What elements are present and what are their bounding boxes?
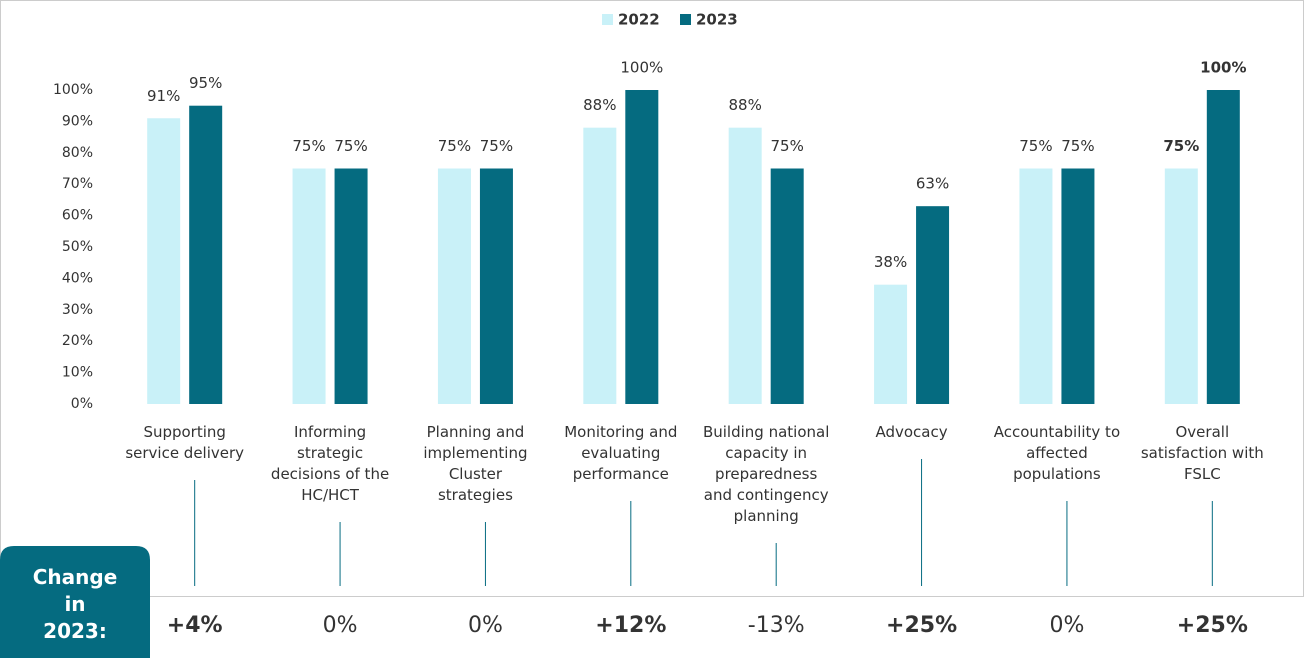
change-value: +4% <box>167 613 223 638</box>
text-line: populations <box>1013 465 1101 483</box>
y-tick-label: 0% <box>71 396 93 412</box>
bar <box>334 168 368 404</box>
change-value: 0% <box>323 613 358 638</box>
text-line: preparedness <box>715 465 817 483</box>
x-tick-label: Supporting service delivery <box>125 423 244 462</box>
bar <box>1164 168 1198 404</box>
change-value: +25% <box>1177 613 1248 638</box>
x-tick-label: Overall satisfaction with FSLC <box>1141 423 1264 483</box>
change-value: +25% <box>886 613 957 638</box>
text-line: satisfaction with <box>1141 444 1264 462</box>
y-tick-label: 90% <box>62 113 93 129</box>
change-value: +12% <box>595 613 666 638</box>
change-value: 0% <box>468 613 503 638</box>
text-line: 2023: <box>43 619 107 643</box>
text-line: strategic <box>297 444 363 462</box>
bar <box>479 168 513 404</box>
data-label: 75% <box>480 137 513 155</box>
bar <box>292 168 326 404</box>
x-tick-label: Informing strategic decisions of the HC/HCT <box>271 423 389 504</box>
x-tick-label: Planning and implementing Cluster strategie… <box>423 423 527 504</box>
y-tick-label: 50% <box>62 239 93 255</box>
y-tick-label: 70% <box>62 176 93 192</box>
text-line: and contingency <box>704 486 829 504</box>
y-tick-label: 10% <box>62 365 93 381</box>
y-tick-label: 40% <box>62 270 93 286</box>
text-line: evaluating <box>581 444 660 462</box>
data-label: 91% <box>147 87 180 105</box>
y-tick-label: 80% <box>62 145 93 161</box>
x-tick-label: Building national capacity in preparedness… <box>703 423 829 525</box>
bar <box>1061 168 1095 404</box>
text-line: Monitoring and <box>564 423 677 441</box>
legend-swatch <box>602 14 613 25</box>
y-tick-label: 60% <box>62 208 93 224</box>
text-line: affected <box>1026 444 1088 462</box>
text-line: Supporting <box>143 423 226 441</box>
bar <box>583 127 617 405</box>
data-label: 75% <box>334 137 367 155</box>
text-line: Overall <box>1176 423 1230 441</box>
x-tick-label: Monitoring and evaluating performance <box>564 423 677 483</box>
data-label: 75% <box>1019 137 1052 155</box>
bar <box>189 105 223 404</box>
y-tick-label: 30% <box>62 302 93 318</box>
change-value: -13% <box>748 613 805 638</box>
data-label: 95% <box>189 74 222 92</box>
change-value: 0% <box>1049 613 1084 638</box>
text-line: planning <box>734 507 799 525</box>
data-label: 100% <box>620 59 663 77</box>
text-line: implementing <box>423 444 527 462</box>
chart-border <box>0 0 1304 597</box>
text-line: Advocacy <box>875 423 947 441</box>
bar <box>770 168 804 404</box>
text-line: Informing <box>294 423 366 441</box>
text-line: in <box>64 592 85 616</box>
data-label: 88% <box>583 96 616 114</box>
bar <box>916 206 950 404</box>
text-line: FSLC <box>1184 465 1221 483</box>
bar <box>874 284 908 404</box>
y-tick-label: 100% <box>53 82 93 98</box>
data-label: 75% <box>438 137 471 155</box>
bar <box>625 90 659 404</box>
text-line: strategies <box>438 486 513 504</box>
text-line: Accountability to <box>994 423 1120 441</box>
bar <box>1019 168 1053 404</box>
data-label: 75% <box>1061 137 1094 155</box>
legend-label: 2023 <box>696 11 738 29</box>
text-line: Change <box>33 565 118 589</box>
data-label: 88% <box>729 96 762 114</box>
data-label: 38% <box>874 253 907 271</box>
bar <box>147 118 181 404</box>
text-line: Building national <box>703 423 829 441</box>
bar <box>728 127 762 405</box>
text-line: service delivery <box>125 444 244 462</box>
text-line: performance <box>573 465 669 483</box>
change-box <box>0 546 150 658</box>
text-line: decisions of the <box>271 465 389 483</box>
data-label: 63% <box>916 175 949 193</box>
text-line: HC/HCT <box>301 486 360 504</box>
data-label: 75% <box>1163 137 1199 155</box>
x-tick-label: Accountability to affected populations <box>994 423 1120 483</box>
bar <box>1206 90 1240 404</box>
legend-swatch <box>680 14 691 25</box>
text-line: Cluster <box>449 465 503 483</box>
bar <box>437 168 471 404</box>
text-line: capacity in <box>725 444 807 462</box>
data-label: 75% <box>771 137 804 155</box>
change-label: Change in 2023: <box>33 565 118 643</box>
legend-label: 2022 <box>618 11 660 29</box>
data-label: 75% <box>292 137 325 155</box>
data-label: 100% <box>1200 59 1246 77</box>
y-tick-label: 20% <box>62 333 93 349</box>
text-line: Planning and <box>427 423 525 441</box>
x-tick-label: Advocacy <box>875 423 947 441</box>
